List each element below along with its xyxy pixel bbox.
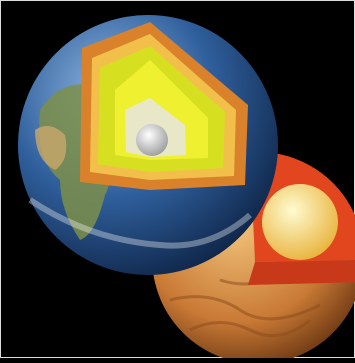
earth-desert	[35, 126, 67, 170]
earth-inner-core	[136, 124, 168, 156]
earth-clouds	[28, 197, 252, 249]
earth	[18, 15, 278, 275]
venus-cut-edge	[248, 260, 355, 285]
venus-core	[262, 184, 338, 260]
